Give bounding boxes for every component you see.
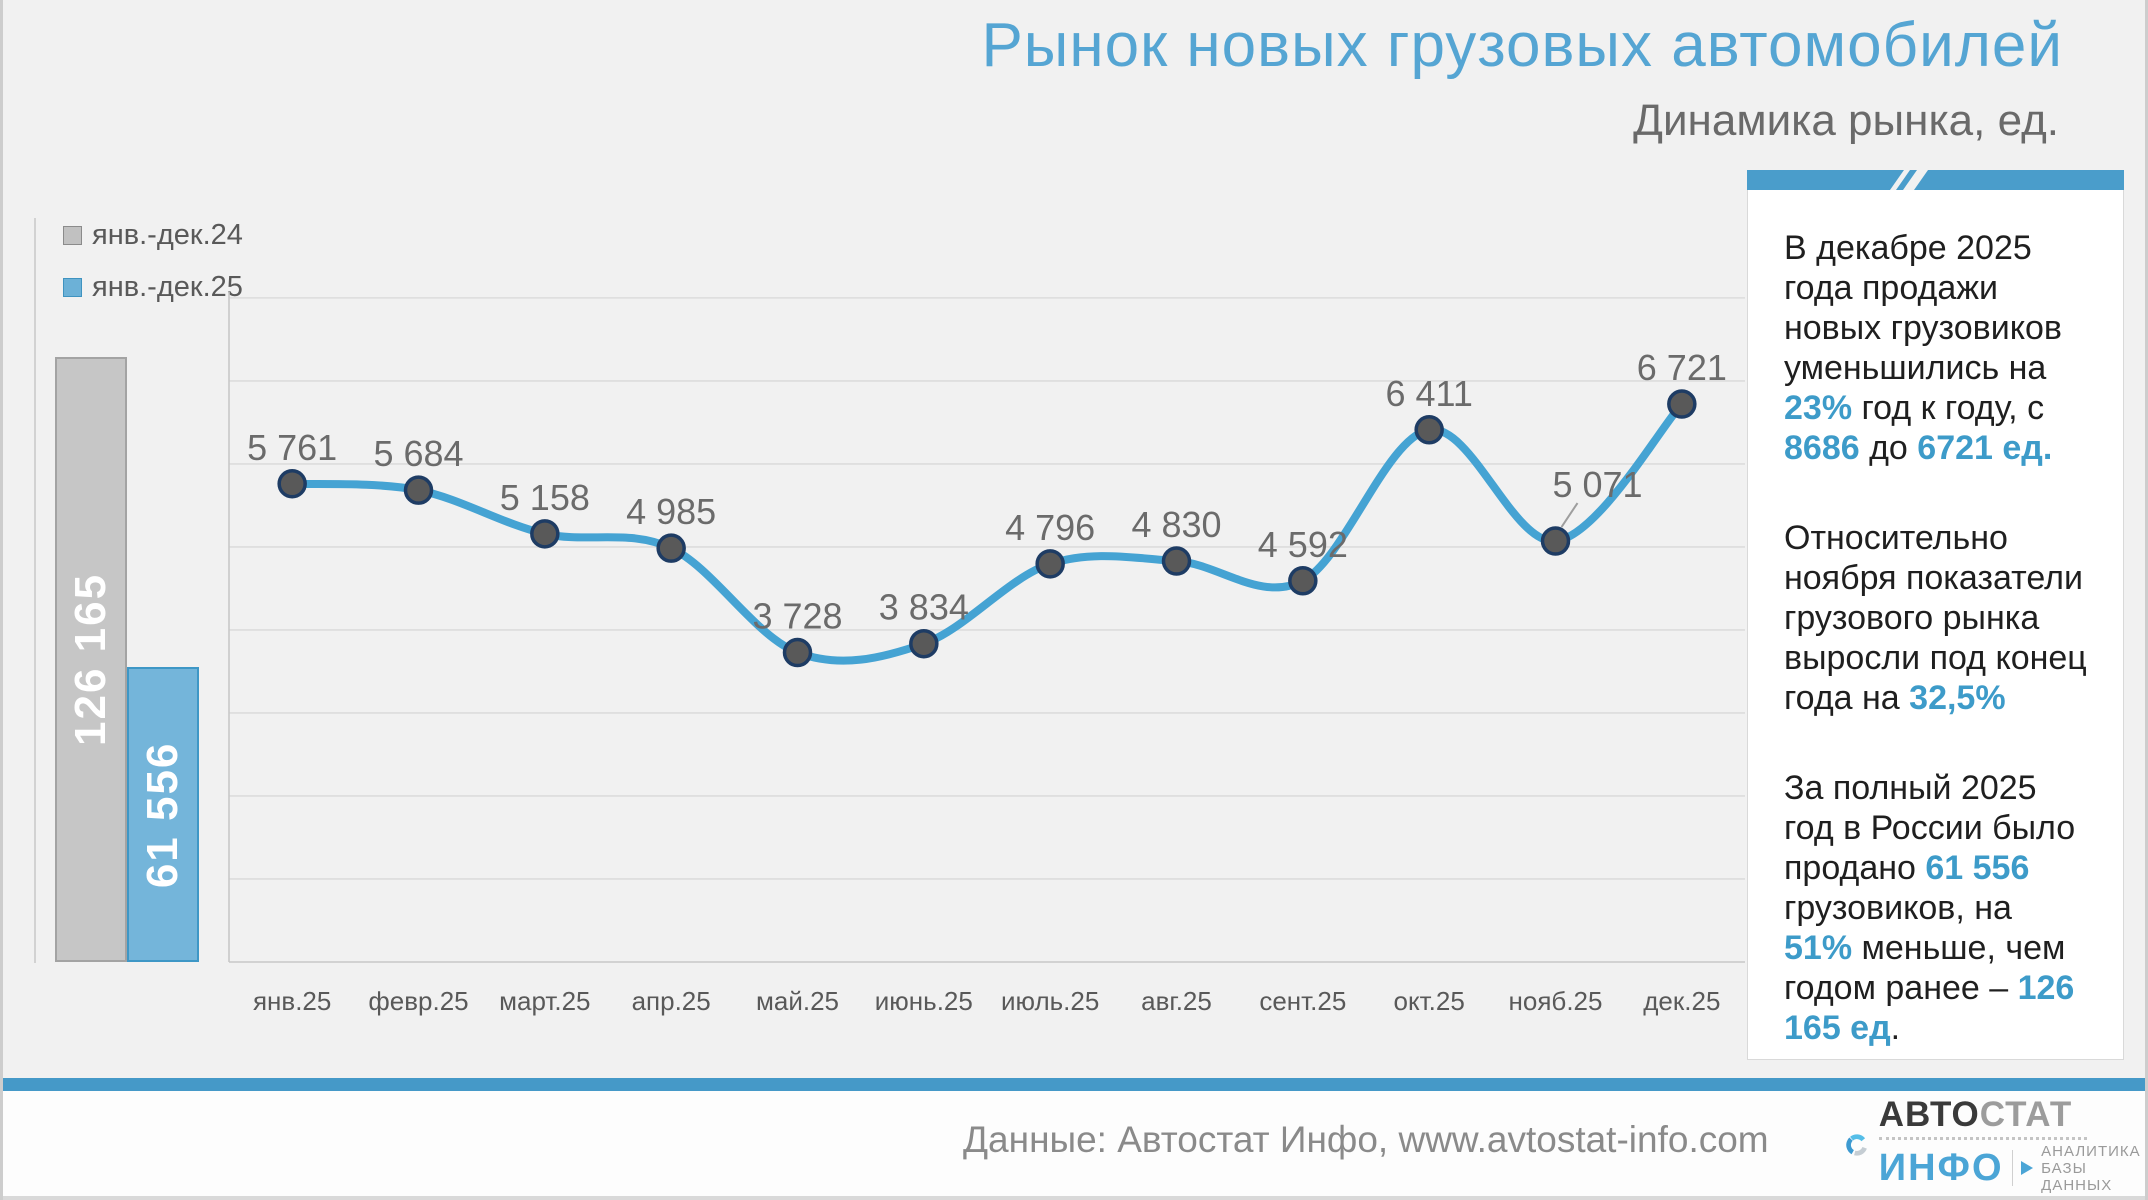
data-point-marker (277, 469, 307, 499)
highlighted-value: 23% (1784, 389, 1853, 427)
legend-swatch-2024 (63, 226, 82, 245)
data-point-marker (530, 519, 560, 549)
panel-text: В декабре 2025 года продажи новых грузов… (1784, 229, 2062, 387)
logo-tagline-1: АНАЛИТИКА (2041, 1142, 2141, 1160)
panel-paragraph: За полный 2025 год в России было продано… (1784, 768, 2089, 1048)
data-point-marker (1035, 549, 1065, 579)
line-series (288, 400, 1686, 665)
data-point-label: 5 684 (373, 433, 463, 474)
data-point-marker (1540, 526, 1571, 556)
bar-chart-axis (34, 218, 36, 963)
divider-bar (3, 1078, 2145, 1091)
data-point-label: 4 985 (626, 491, 716, 532)
logo-tagline-2: БАЗЫ ДАННЫХ (2041, 1159, 2113, 1194)
data-point-marker (1414, 415, 1444, 445)
bar-cur-year: 61 556 (127, 666, 199, 962)
line-chart-svg: 5 761 5 684 5 158 4 985 3 728 3 834 4 796 4 830… (228, 292, 1745, 1016)
highlighted-value: 6721 ед. (1917, 429, 2053, 467)
x-axis-label: авг.25 (1141, 986, 1212, 1016)
avtostat-info-logo: АВТОСТАТ ИНФО АНАЛИТИКА БАЗЫ ДАННЫХ (1845, 1094, 2141, 1194)
panel-text: Относительно ноября показатели грузового… (1784, 519, 2087, 717)
data-point-label: 3 728 (752, 596, 842, 637)
x-axis-label: нояб.25 (1509, 986, 1603, 1016)
panel-header-bar (1747, 162, 2124, 198)
panel-text: год к году, с (1852, 389, 2045, 427)
data-point-marker (782, 637, 813, 668)
x-axis-label: июль.25 (1001, 986, 1099, 1016)
page-title: Рынок новых грузовых автомобилей (981, 11, 2063, 80)
data-point-label: 4 592 (1258, 524, 1348, 565)
panel-text: грузовиков, на (1784, 889, 2012, 927)
logo-second-row: ИНФО АНАЛИТИКА БАЗЫ ДАННЫХ (1879, 1143, 2141, 1194)
legend-swatch-2025 (63, 278, 82, 297)
x-axis-label: янв.25 (253, 986, 331, 1016)
logo-play-icon (2021, 1161, 2034, 1175)
logo-vertical-divider (2011, 1150, 2014, 1186)
bar-prev-year: 126 165 (55, 357, 127, 962)
label-leader-line (1560, 502, 1579, 528)
panel-text: За полный 2025 год в России было продано (1784, 769, 2076, 887)
data-point-label: 3 834 (879, 587, 969, 628)
logo-swirl-icon (1846, 1134, 1868, 1156)
logo-text-block: АВТОСТАТ ИНФО АНАЛИТИКА БАЗЫ ДАННЫХ (1878, 1094, 2141, 1194)
data-point-label: 5 761 (247, 427, 337, 468)
logo-avto-text: АВТО (1878, 1094, 1980, 1134)
highlighted-value: 126 165 ед (1784, 969, 2075, 1047)
data-point-marker (1288, 566, 1318, 596)
logo-taglines: АНАЛИТИКА БАЗЫ ДАННЫХ (2041, 1143, 2141, 1194)
x-axis-label: апр.25 (632, 986, 711, 1016)
data-source-text: Данные: Автостат Инфо, www.avtostat-info… (963, 1119, 1769, 1160)
legend-label-2025: янв.-дек.25 (92, 271, 243, 303)
panel-text: . (1890, 1009, 1901, 1047)
panel-text: до (1859, 429, 1918, 467)
data-point-label: 4 796 (1005, 507, 1095, 548)
footer: Данные: Автостат Инфо, www.avtostat-info… (3, 1091, 2145, 1200)
legend-item-2025: янв.-дек.25 (63, 271, 243, 304)
data-point-marker (656, 533, 686, 563)
logo-stat-text: СТАТ (1979, 1094, 2073, 1134)
x-axis-label: дек.25 (1643, 986, 1720, 1016)
data-point-label: 5 071 (1552, 464, 1642, 505)
x-axis-label: март.25 (499, 986, 590, 1016)
highlighted-value: 8686 (1784, 429, 1860, 467)
data-point-marker (909, 628, 939, 659)
logo-dotted-divider (1878, 1136, 2087, 1140)
x-axis-label: февр.25 (368, 986, 468, 1016)
data-point-label: 6 411 (1385, 373, 1472, 414)
panel-text: меньше, чем годом ранее – (1784, 929, 2066, 1007)
x-axis-label: окт.25 (1394, 986, 1465, 1016)
x-axis-label: июнь.25 (875, 986, 973, 1016)
panel-paragraph: Относительно ноября показатели грузового… (1784, 518, 2089, 718)
data-point-label: 6 721 (1637, 347, 1727, 388)
chart-subtitle: Динамика рынка, ед. (1633, 96, 2059, 145)
highlighted-value: 51% (1784, 929, 1853, 967)
logo-info-text: ИНФО (1878, 1147, 2004, 1189)
x-axis-label: май.25 (756, 986, 839, 1016)
legend-item-2024: янв.-дек.24 (63, 219, 243, 252)
highlighted-value: 32,5% (1909, 679, 2006, 717)
data-point-marker (403, 475, 434, 505)
highlighted-value: 61 556 (1925, 849, 2030, 887)
data-point-marker (1161, 546, 1192, 576)
x-axis-label: сент.25 (1259, 986, 1346, 1016)
panel-paragraph: В декабре 2025 года продажи новых грузов… (1784, 228, 2089, 468)
logo-wordmark: АВТОСТАТ (1878, 1094, 2141, 1134)
data-point-marker (1667, 389, 1697, 419)
data-point-label: 5 158 (500, 477, 590, 518)
legend-label-2024: янв.-дек.24 (92, 219, 243, 251)
data-point-label: 4 830 (1131, 504, 1221, 545)
analysis-panel: В декабре 2025 года продажи новых грузов… (1747, 190, 2124, 1060)
